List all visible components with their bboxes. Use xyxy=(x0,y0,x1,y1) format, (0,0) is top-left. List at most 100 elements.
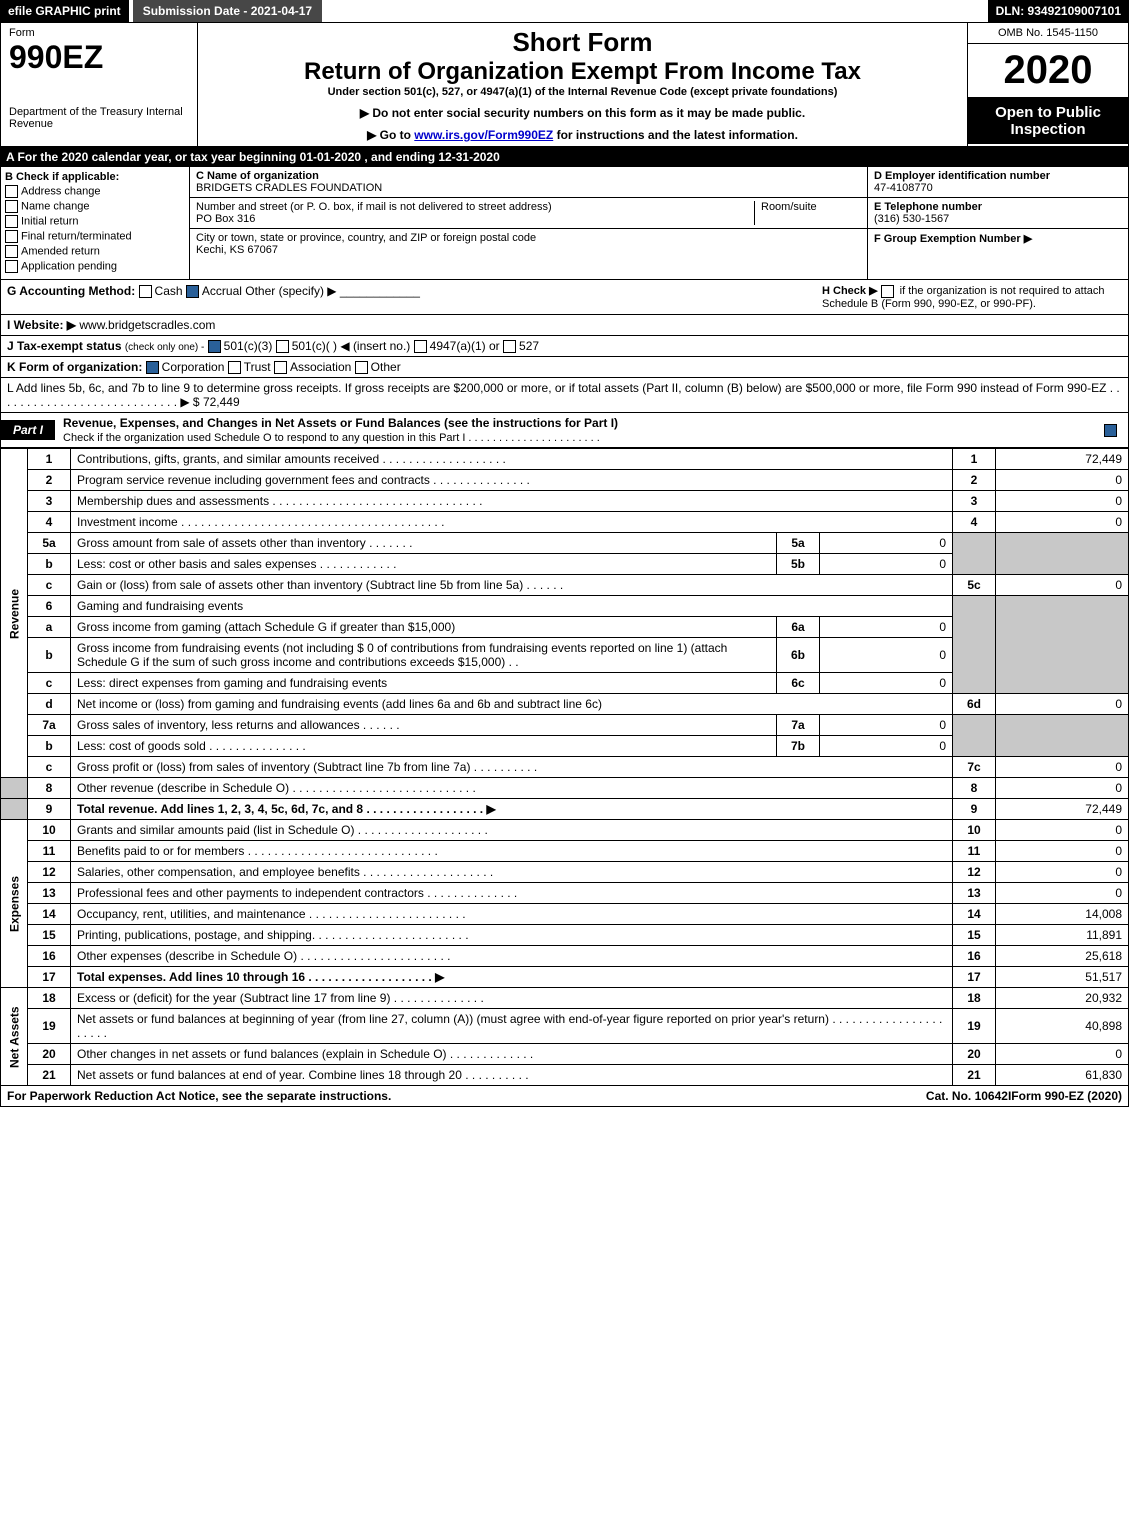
501c-checkbox[interactable] xyxy=(276,340,289,353)
line-3: 3Membership dues and assessments . . . .… xyxy=(1,491,1129,512)
h-checkbox[interactable] xyxy=(881,285,894,298)
f-group-label: F Group Exemption Number ▶ xyxy=(874,233,1032,245)
501c3-label: 501(c)(3) xyxy=(224,339,273,353)
part1-schedule-o-checkbox[interactable] xyxy=(1104,424,1117,437)
tax-year: 2020 xyxy=(968,44,1128,98)
line-21: 21Net assets or fund balances at end of … xyxy=(1,1065,1129,1086)
501c3-checkbox[interactable] xyxy=(208,340,221,353)
c-city-label: City or town, state or province, country… xyxy=(196,232,536,244)
part1-header: Part I Revenue, Expenses, and Changes in… xyxy=(0,413,1129,448)
i-label: I Website: ▶ xyxy=(7,318,76,332)
revenue-label: Revenue xyxy=(1,449,28,778)
expenses-label: Expenses xyxy=(1,820,28,988)
corporation-checkbox[interactable] xyxy=(146,361,159,374)
initial-return-checkbox[interactable]: Initial return xyxy=(5,215,185,228)
tax-year-line: A For the 2020 calendar year, or tax yea… xyxy=(0,147,1129,167)
line-7c: cGross profit or (loss) from sales of in… xyxy=(1,757,1129,778)
name-change-checkbox[interactable]: Name change xyxy=(5,200,185,213)
form-ref: Form 990-EZ (2020) xyxy=(1011,1089,1122,1103)
form-number: 990EZ xyxy=(9,39,189,76)
omb-number: OMB No. 1545-1150 xyxy=(968,23,1128,44)
k-corp: Corporation xyxy=(162,360,225,374)
line-8: 8Other revenue (describe in Schedule O) … xyxy=(1,778,1129,799)
527-label: 527 xyxy=(519,339,539,353)
line-6d: dNet income or (loss) from gaming and fu… xyxy=(1,694,1129,715)
form-id-block: Form 990EZ Department of the Treasury In… xyxy=(1,23,198,146)
trust-checkbox[interactable] xyxy=(228,361,241,374)
line-11: 11Benefits paid to or for members . . . … xyxy=(1,841,1129,862)
527-checkbox[interactable] xyxy=(503,340,516,353)
j-label: J Tax-exempt status xyxy=(7,339,122,353)
form-meta-block: OMB No. 1545-1150 2020 Open to Public In… xyxy=(967,23,1128,146)
org-name: BRIDGETS CRADLES FOUNDATION xyxy=(196,182,382,194)
j-sub: (check only one) - xyxy=(125,342,204,353)
under-section-text: Under section 501(c), 527, or 4947(a)(1)… xyxy=(206,86,959,98)
org-city: Kechi, KS 67067 xyxy=(196,244,278,256)
dln-label: DLN: 93492109007101 xyxy=(988,0,1129,22)
other-specify-label: Other (specify) ▶ xyxy=(245,284,336,298)
line-15: 15Printing, publications, postage, and s… xyxy=(1,925,1129,946)
c-name-label: C Name of organization xyxy=(196,170,319,182)
form-title-block: Short Form Return of Organization Exempt… xyxy=(198,23,967,146)
line-18: Net Assets 18Excess or (deficit) for the… xyxy=(1,988,1129,1009)
line-14: 14Occupancy, rent, utilities, and mainte… xyxy=(1,904,1129,925)
address-change-checkbox[interactable]: Address change xyxy=(5,185,185,198)
b-label: B Check if applicable: xyxy=(5,171,119,183)
line-6: 6Gaming and fundraising events xyxy=(1,596,1129,617)
501c-label: 501(c)( ) ◀ (insert no.) xyxy=(292,339,411,353)
top-bar: efile GRAPHIC print Submission Date - 20… xyxy=(0,0,1129,23)
short-form-title: Short Form xyxy=(206,27,959,58)
amended-return-checkbox[interactable]: Amended return xyxy=(5,245,185,258)
submission-date-label: Submission Date - 2021-04-17 xyxy=(133,0,322,22)
e-phone-label: E Telephone number xyxy=(874,201,982,213)
public-inspection-label: Open to Public Inspection xyxy=(968,98,1128,144)
part1-check-text: Check if the organization used Schedule … xyxy=(63,432,600,444)
4947-label: 4947(a)(1) or xyxy=(430,339,500,353)
line-5c: cGain or (loss) from sale of assets othe… xyxy=(1,575,1129,596)
other-checkbox[interactable] xyxy=(355,361,368,374)
4947-checkbox[interactable] xyxy=(414,340,427,353)
accrual-checkbox[interactable] xyxy=(186,285,199,298)
ein-value: 47-4108770 xyxy=(874,182,933,194)
line-10: Expenses 10Grants and similar amounts pa… xyxy=(1,820,1129,841)
phone-value: (316) 530-1567 xyxy=(874,213,949,225)
line-13: 13Professional fees and other payments t… xyxy=(1,883,1129,904)
paperwork-notice: For Paperwork Reduction Act Notice, see … xyxy=(7,1089,926,1103)
org-ids: D Employer identification number 47-4108… xyxy=(867,167,1128,279)
k-label: K Form of organization: xyxy=(7,360,142,374)
g-label: G Accounting Method: xyxy=(7,284,135,298)
k-other: Other xyxy=(371,360,401,374)
accrual-label: Accrual xyxy=(202,284,242,298)
cat-no: Cat. No. 10642I xyxy=(926,1089,1011,1103)
k-assoc: Association xyxy=(290,360,351,374)
note2-pre: ▶ Go to xyxy=(367,128,414,142)
accounting-method-row: G Accounting Method: Cash Accrual Other … xyxy=(0,280,1129,315)
net-assets-label: Net Assets xyxy=(1,988,28,1086)
ssn-warning: ▶ Do not enter social security numbers o… xyxy=(206,106,959,120)
line-17: 17Total expenses. Add lines 10 through 1… xyxy=(1,967,1129,988)
line-4: 4Investment income . . . . . . . . . . .… xyxy=(1,512,1129,533)
line-2: 2Program service revenue including gover… xyxy=(1,470,1129,491)
return-title: Return of Organization Exempt From Incom… xyxy=(206,58,959,86)
association-checkbox[interactable] xyxy=(274,361,287,374)
final-return-checkbox[interactable]: Final return/terminated xyxy=(5,230,185,243)
c-addr-label: Number and street (or P. O. box, if mail… xyxy=(196,201,552,213)
line-1: Revenue 1 Contributions, gifts, grants, … xyxy=(1,449,1129,470)
efile-print-button[interactable]: efile GRAPHIC print xyxy=(0,0,129,22)
h-label: H Check ▶ xyxy=(822,285,878,297)
form-header: Form 990EZ Department of the Treasury In… xyxy=(0,23,1129,147)
page-footer: For Paperwork Reduction Act Notice, see … xyxy=(0,1086,1129,1107)
k-trust: Trust xyxy=(244,360,271,374)
part1-label: Part I xyxy=(1,420,55,440)
cash-checkbox[interactable] xyxy=(139,285,152,298)
line-16: 16Other expenses (describe in Schedule O… xyxy=(1,946,1129,967)
part1-title: Revenue, Expenses, and Changes in Net As… xyxy=(55,413,1096,447)
instructions-link-line: ▶ Go to www.irs.gov/Form990EZ for instru… xyxy=(206,128,959,142)
irs-link[interactable]: www.irs.gov/Form990EZ xyxy=(414,128,553,142)
application-pending-checkbox[interactable]: Application pending xyxy=(5,260,185,273)
org-address: PO Box 316 xyxy=(196,213,255,225)
line-19: 19Net assets or fund balances at beginni… xyxy=(1,1009,1129,1044)
line-5a: 5aGross amount from sale of assets other… xyxy=(1,533,1129,554)
line-9: 9Total revenue. Add lines 1, 2, 3, 4, 5c… xyxy=(1,799,1129,820)
room-suite-label: Room/suite xyxy=(761,201,817,213)
